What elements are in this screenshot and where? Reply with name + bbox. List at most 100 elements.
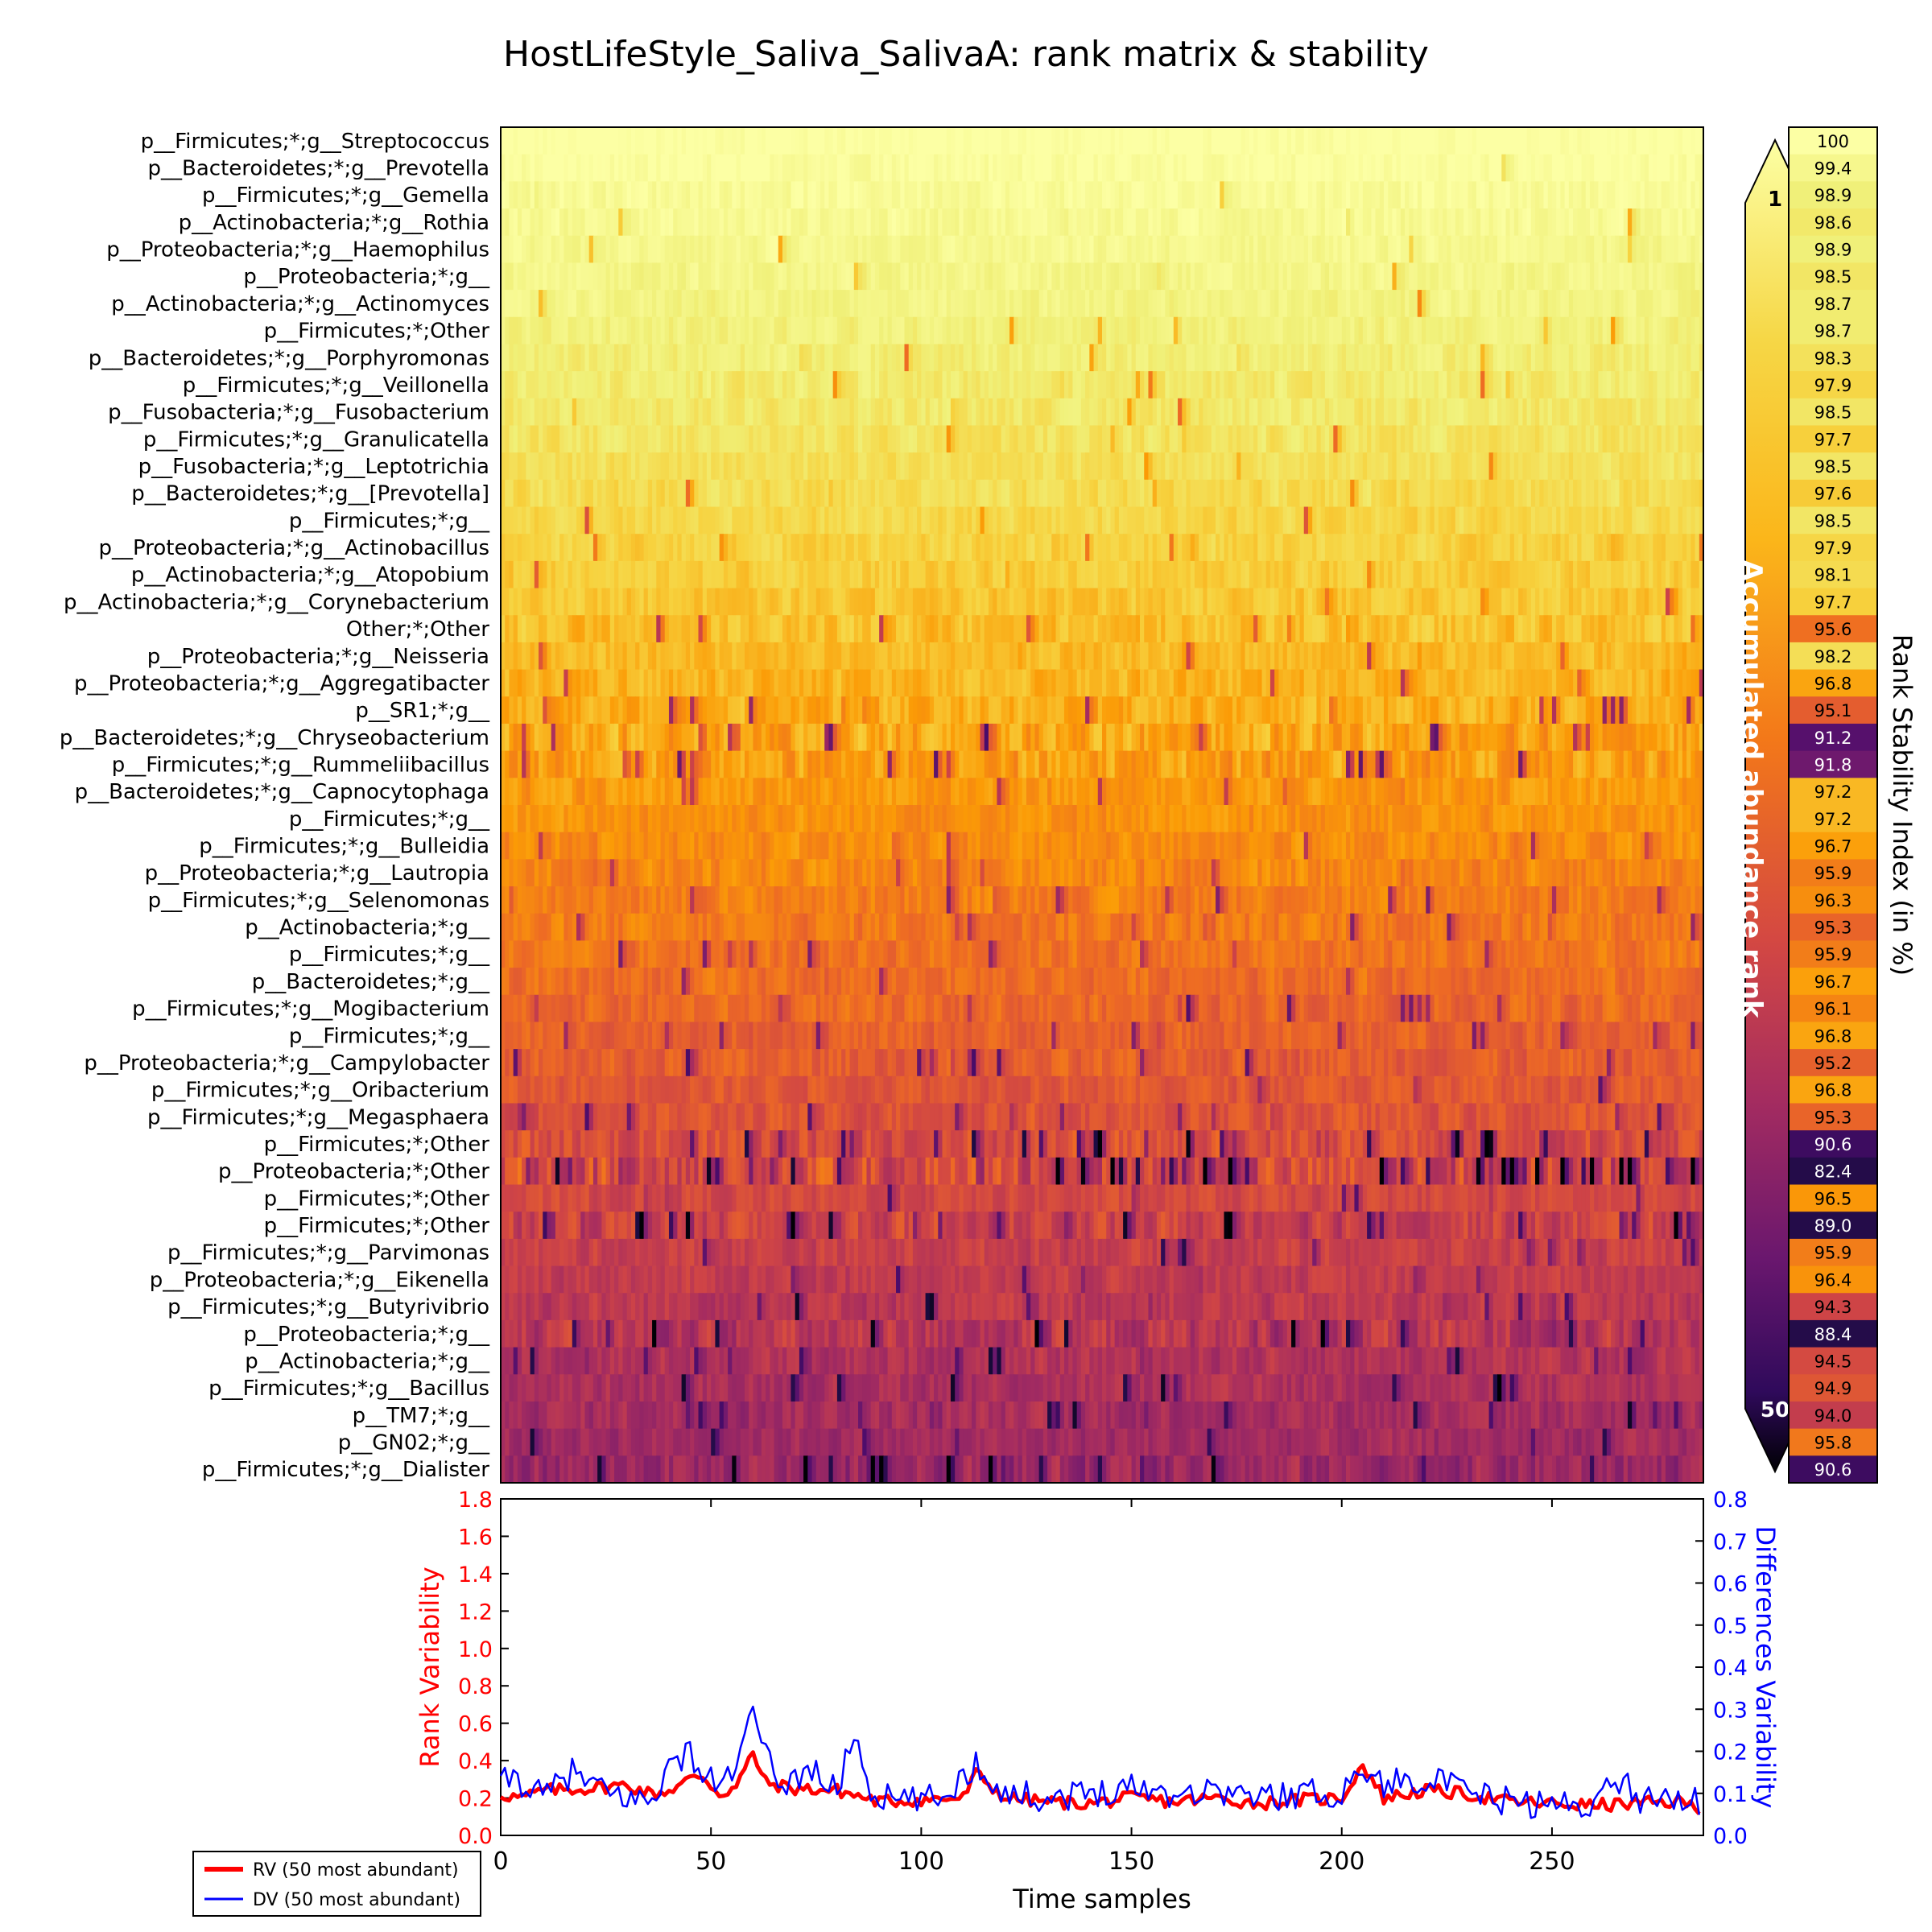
heatmap-cell — [883, 506, 889, 535]
heatmap-cell — [1005, 316, 1010, 345]
heatmap-cell — [543, 534, 548, 562]
heatmap-cell — [526, 371, 531, 399]
heatmap-cell — [1034, 262, 1040, 291]
heatmap-cell — [929, 452, 935, 481]
heatmap-cell — [778, 290, 783, 318]
heatmap-cell — [728, 398, 733, 426]
heatmap-cell — [673, 479, 678, 507]
heatmap-cell — [917, 208, 922, 237]
heatmap-cell — [622, 506, 628, 535]
heatmap-cell — [1690, 181, 1696, 209]
heatmap-cell — [1472, 344, 1477, 372]
heatmap-cell — [1488, 262, 1494, 291]
heatmap-cell — [1358, 127, 1364, 155]
heatmap-cell — [698, 534, 704, 562]
heatmap-cell — [1001, 534, 1006, 562]
heatmap-cell — [530, 208, 535, 237]
heatmap-cell — [1005, 181, 1010, 209]
heatmap-cell — [1118, 506, 1124, 535]
heatmap-cell — [866, 506, 872, 535]
heatmap-cell — [1220, 344, 1225, 372]
heatmap-cell — [711, 154, 716, 182]
heatmap-cell — [1665, 479, 1670, 507]
heatmap-cell — [1055, 479, 1061, 507]
heatmap-cell — [1623, 344, 1629, 372]
heatmap-cell — [501, 425, 506, 453]
heatmap-cell — [1152, 452, 1158, 481]
heatmap-cell — [1375, 208, 1381, 237]
heatmap-cell — [1307, 344, 1313, 372]
heatmap-cell — [1320, 127, 1326, 155]
heatmap-cell — [929, 181, 935, 209]
heatmap-cell — [1051, 127, 1057, 155]
heatmap-cell — [1316, 262, 1322, 291]
heatmap-cell — [1690, 371, 1696, 399]
heatmap-cell — [1606, 506, 1612, 535]
heatmap-cell — [786, 127, 792, 155]
heatmap-cell — [980, 290, 985, 318]
heatmap-cell — [1430, 127, 1435, 155]
heatmap-cell — [1619, 262, 1624, 291]
heatmap-cell — [1526, 181, 1532, 209]
heatmap-cell — [1199, 344, 1203, 372]
heatmap-cell — [832, 127, 838, 155]
heatmap-cell — [1695, 452, 1700, 481]
heatmap-cell — [1509, 425, 1515, 453]
heatmap-cell — [938, 506, 943, 535]
heatmap-cell — [1018, 181, 1023, 209]
heatmap-cell — [1422, 479, 1426, 507]
heatmap-cell — [1459, 506, 1464, 535]
heatmap-cell — [934, 371, 939, 399]
heatmap-cell — [803, 534, 808, 562]
heatmap-cell — [942, 371, 947, 399]
heatmap-cell — [517, 425, 522, 453]
heatmap-cell — [1241, 452, 1246, 481]
heatmap-cell — [1619, 235, 1624, 263]
heatmap-cell — [681, 425, 687, 453]
heatmap-cell — [1438, 235, 1443, 263]
heatmap-cell — [1076, 235, 1082, 263]
heatmap-cell — [1480, 262, 1485, 291]
heatmap-cell — [1594, 344, 1599, 372]
heatmap-cell — [929, 479, 935, 507]
heatmap-cell — [984, 181, 989, 209]
heatmap-cell — [1295, 560, 1301, 588]
heatmap-cell — [618, 534, 624, 562]
heatmap-cell — [1547, 560, 1553, 588]
heatmap-cell — [791, 506, 796, 535]
heatmap-cell — [1030, 560, 1036, 588]
heatmap-cell — [1383, 262, 1389, 291]
heatmap-cell — [1472, 262, 1477, 291]
heatmap-cell — [660, 290, 666, 318]
heatmap-cell — [1001, 316, 1006, 345]
heatmap-cell — [626, 588, 632, 616]
heatmap-cell — [1497, 262, 1502, 291]
heatmap-cell — [614, 127, 619, 155]
heatmap-cell — [1345, 452, 1351, 481]
heatmap-cell — [904, 290, 910, 318]
heatmap-cell — [568, 316, 573, 345]
heatmap-cell — [1690, 344, 1696, 372]
heatmap-cell — [660, 560, 666, 588]
heatmap-cell — [517, 181, 522, 209]
heatmap-cell — [1203, 425, 1208, 453]
heatmap-cell — [1564, 506, 1570, 535]
heatmap-cell — [1484, 154, 1490, 182]
heatmap-cell — [609, 534, 615, 562]
heatmap-cell — [664, 425, 670, 453]
heatmap-cell — [1405, 425, 1410, 453]
heatmap-cell — [580, 398, 586, 426]
heatmap-cell — [1144, 560, 1150, 588]
heatmap-cell — [702, 371, 708, 399]
heatmap-cell — [1463, 154, 1469, 182]
heatmap-cell — [836, 398, 842, 426]
heatmap-cell — [605, 290, 611, 318]
heatmap-cell — [1459, 534, 1464, 562]
heatmap-cell — [551, 290, 556, 318]
heatmap-cell — [732, 560, 737, 588]
heatmap-cell — [1013, 208, 1019, 237]
heatmap-cell — [908, 208, 914, 237]
heatmap-cell — [993, 181, 997, 209]
heatmap-cell — [1026, 534, 1031, 562]
heatmap-cell — [782, 560, 787, 588]
